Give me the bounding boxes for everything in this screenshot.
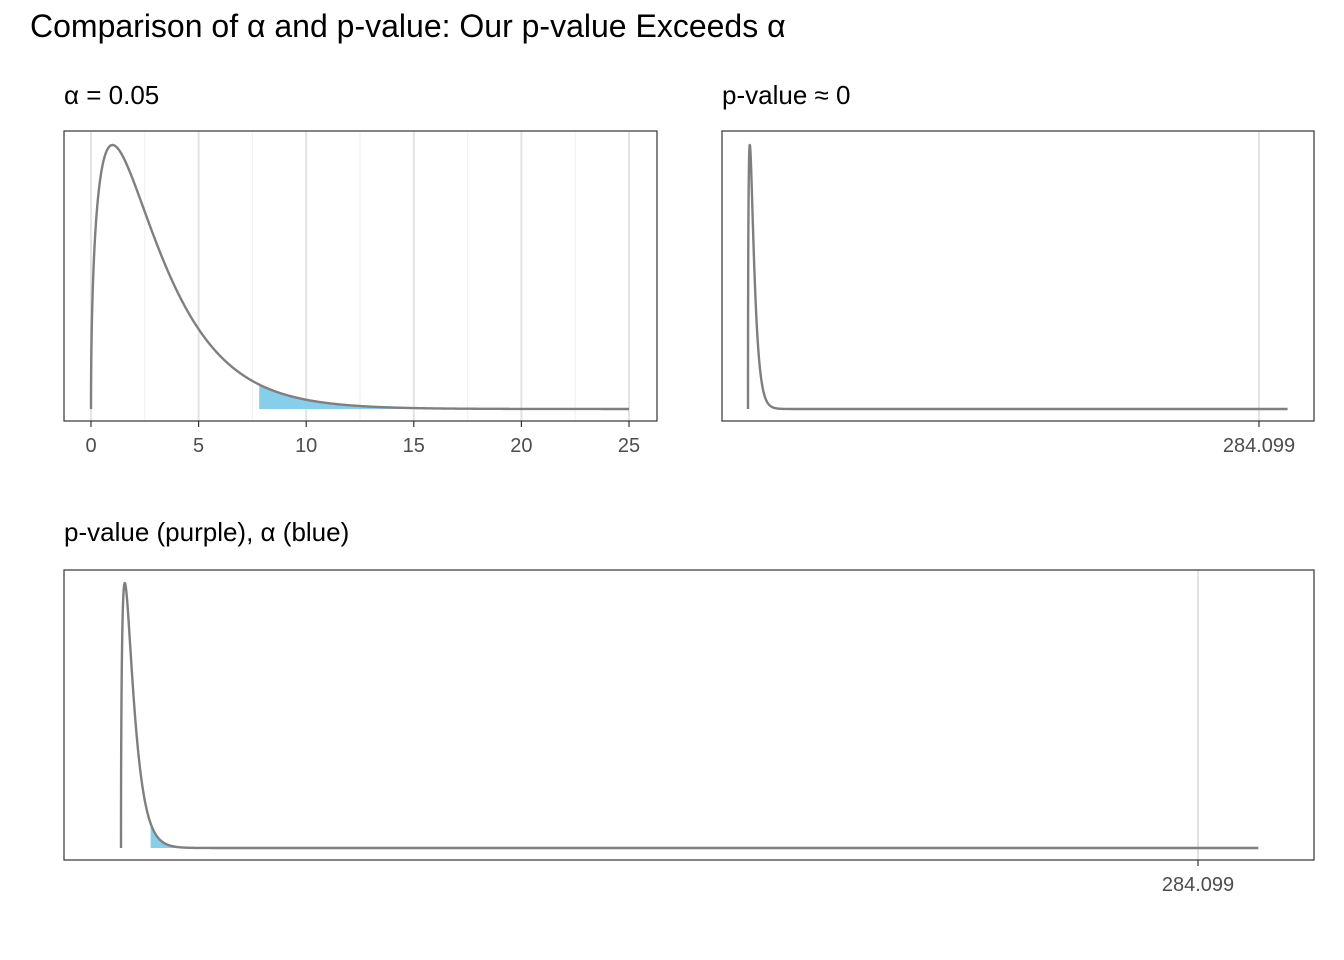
density-curve	[89, 143, 630, 411]
x-tick-label: 284.099	[1162, 874, 1234, 896]
alpha-rejection-area	[150, 823, 1259, 848]
panel-border	[63, 130, 658, 422]
x-tick-label: 0	[85, 435, 96, 457]
density-curve	[746, 143, 1288, 411]
x-tick-label: 284.099	[1223, 435, 1295, 457]
panel-border	[63, 569, 1315, 861]
density-curve	[119, 581, 1259, 850]
panel-border	[721, 130, 1315, 422]
alpha-rejection-area	[259, 384, 629, 409]
chart-main-title: Comparison of α and p-value: Our p-value…	[30, 8, 786, 44]
panel-combined-title: p-value (purple), α (blue)	[64, 517, 350, 547]
x-tick-label: 25	[618, 435, 640, 457]
panel-pvalue-title: p-value ≈ 0	[722, 80, 851, 110]
panel-alpha-title: α = 0.05	[64, 80, 160, 110]
x-tick-label: 15	[403, 435, 425, 457]
x-tick-label: 5	[193, 435, 204, 457]
x-tick-label: 20	[510, 435, 532, 457]
x-tick-label: 10	[295, 435, 317, 457]
